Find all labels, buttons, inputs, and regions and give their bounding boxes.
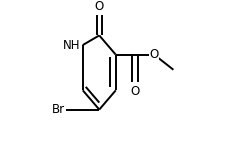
Text: O: O (94, 0, 104, 13)
Text: Br: Br (52, 103, 65, 116)
Text: O: O (130, 85, 139, 98)
Text: O: O (149, 48, 158, 61)
Text: NH: NH (62, 38, 80, 52)
